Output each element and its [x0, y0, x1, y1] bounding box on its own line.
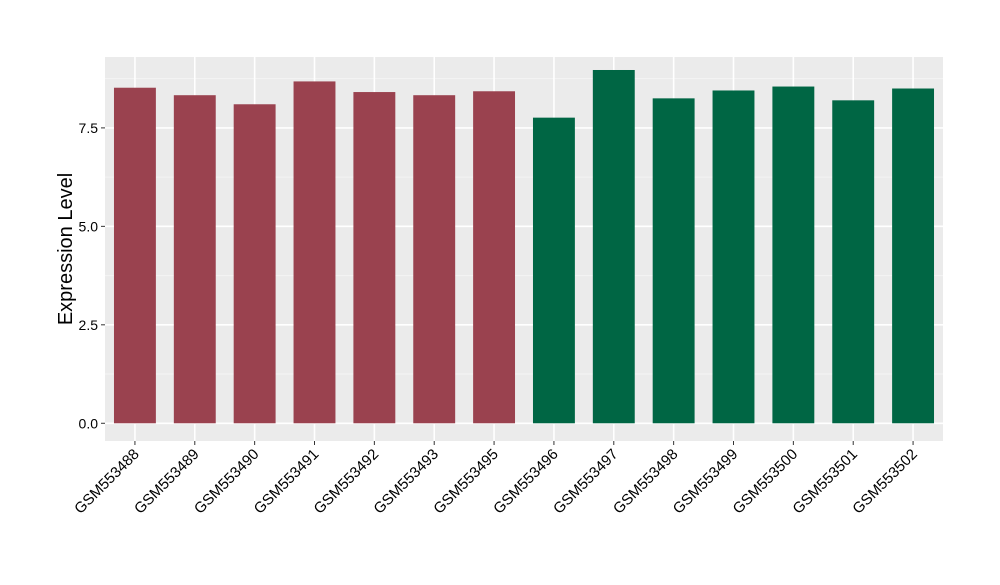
bar-GSM553497	[592, 69, 635, 424]
y-tick-label: 5.0	[79, 218, 99, 234]
bar-GSM553493	[413, 95, 456, 424]
bar-GSM553488	[113, 87, 156, 424]
x-axis: GSM553488GSM553489GSM553490GSM553491GSM5…	[71, 441, 921, 517]
bar-GSM553501	[832, 100, 875, 424]
bar-GSM553496	[532, 117, 575, 424]
bars	[113, 69, 935, 424]
bar-GSM553492	[353, 92, 396, 424]
plot-panel	[105, 57, 943, 441]
y-tick-label: 0.0	[79, 415, 99, 431]
bar-GSM553490	[233, 104, 276, 424]
bar-GSM553499	[712, 90, 755, 424]
bar-GSM553502	[892, 88, 935, 424]
y-axis-label: Expression Level	[55, 173, 77, 325]
y-tick-label: 2.5	[79, 317, 99, 333]
bar-GSM553491	[293, 81, 336, 424]
bar-GSM553500	[772, 86, 815, 424]
x-tick-label: GSM553502	[849, 446, 921, 518]
y-tick-label: 7.5	[79, 120, 99, 136]
bar-GSM553495	[473, 91, 516, 424]
bar-GSM553489	[173, 95, 216, 424]
bar-GSM553498	[652, 98, 695, 424]
y-axis: 0.0 2.5 5.0 7.5	[79, 120, 105, 431]
